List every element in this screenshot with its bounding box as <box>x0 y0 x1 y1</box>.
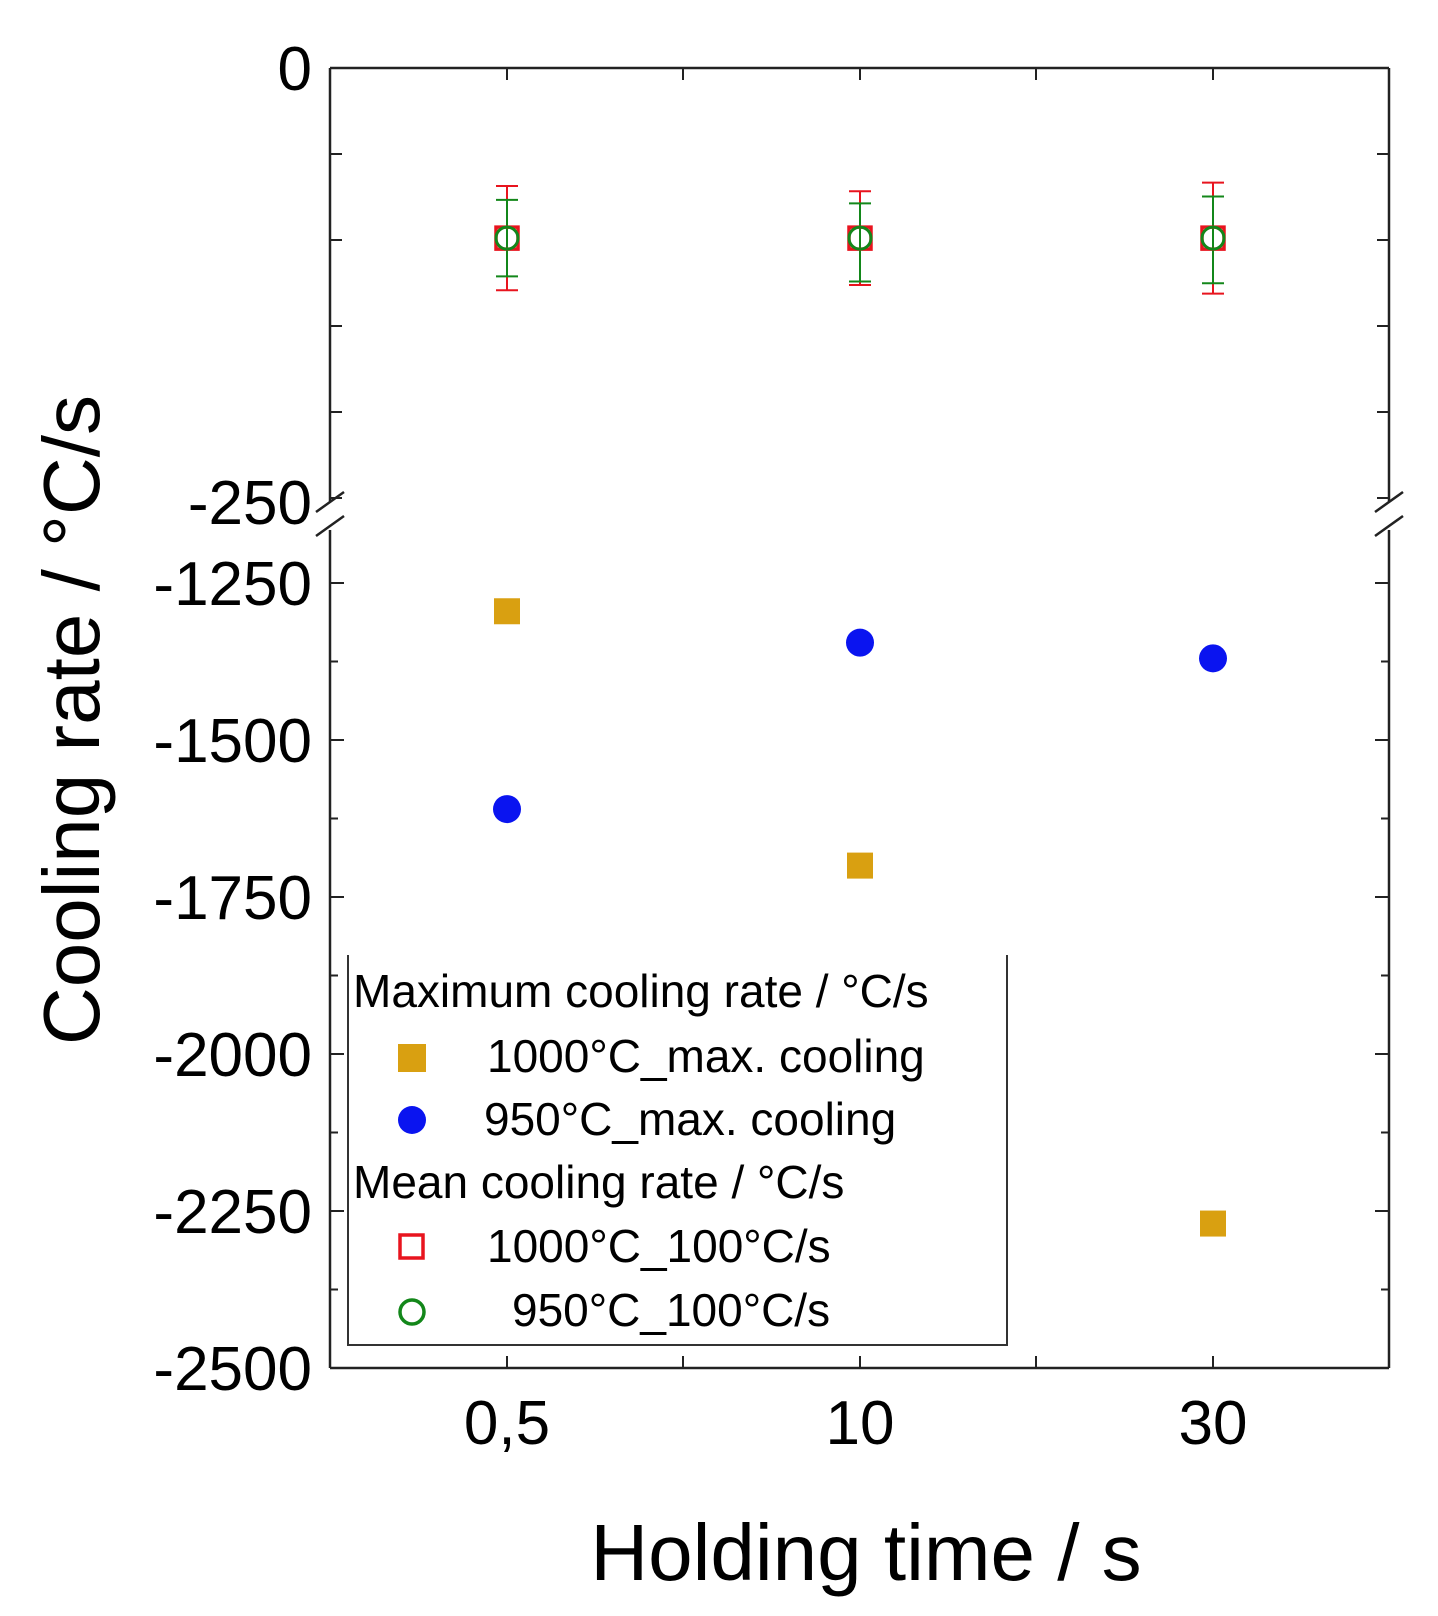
point-950-mean <box>847 225 873 251</box>
axis-break-mark <box>1374 490 1404 514</box>
point-950-max <box>846 628 874 657</box>
x-tick-label: 30 <box>1179 1389 1248 1458</box>
legend-group-title-max: Maximum cooling rate / °C/s <box>353 965 929 1017</box>
y-tick-label: 0 <box>278 35 312 104</box>
point-1000-max <box>847 852 873 879</box>
y-tick-label: -1250 <box>153 550 312 619</box>
legend-label-950-mean: 950°C_100°C/s <box>512 1284 830 1336</box>
x-tick-label: 0,5 <box>464 1389 550 1458</box>
y-tick-label: -2000 <box>153 1021 312 1090</box>
legend-label-1000-max: 1000°C_max. cooling <box>487 1030 925 1082</box>
axis-break-mark <box>315 490 345 514</box>
legend-group-title-mean: Mean cooling rate / °C/s <box>353 1156 844 1208</box>
axis-break-mark <box>1374 514 1404 538</box>
legend-label-950-max: 950°C_max. cooling <box>484 1093 896 1145</box>
point-1000-max <box>494 598 520 625</box>
legend-label-1000-mean: 1000°C_100°C/s <box>487 1220 831 1272</box>
y-axis-title: Cooling rate / °C/s <box>27 395 116 1045</box>
y-tick-label: -2500 <box>153 1335 312 1404</box>
legend-marker-950-max <box>398 1106 426 1134</box>
point-950-max <box>1199 644 1227 673</box>
legend-marker-1000-max <box>398 1044 426 1072</box>
data-marks <box>493 181 1227 1237</box>
point-950-max <box>493 795 521 824</box>
legend-marker-950-mean <box>398 1298 426 1326</box>
tick-labels: 0 -250 -1250 -1500 -1750 -2000 -2250 -2500 0,5 10… <box>153 35 1247 1458</box>
x-axis-title: Holding time / s <box>590 1508 1141 1597</box>
y-tick-label: -1500 <box>153 707 312 776</box>
point-1000-max <box>1200 1210 1226 1237</box>
legend-frame <box>347 955 1008 1346</box>
point-950-mean <box>1200 225 1226 251</box>
y-tick-label: -2250 <box>153 1178 312 1247</box>
y-tick-label: -250 <box>188 469 312 538</box>
point-950-mean <box>494 225 520 251</box>
axis-break-mark <box>315 514 345 538</box>
legend: Maximum cooling rate / °C/s 1000°C_max. … <box>347 955 1008 1346</box>
y-tick-label: -1750 <box>153 864 312 933</box>
legend-marker-1000-mean <box>398 1233 425 1260</box>
x-tick-label: 10 <box>826 1389 895 1458</box>
axis-ticks <box>330 67 1389 1369</box>
